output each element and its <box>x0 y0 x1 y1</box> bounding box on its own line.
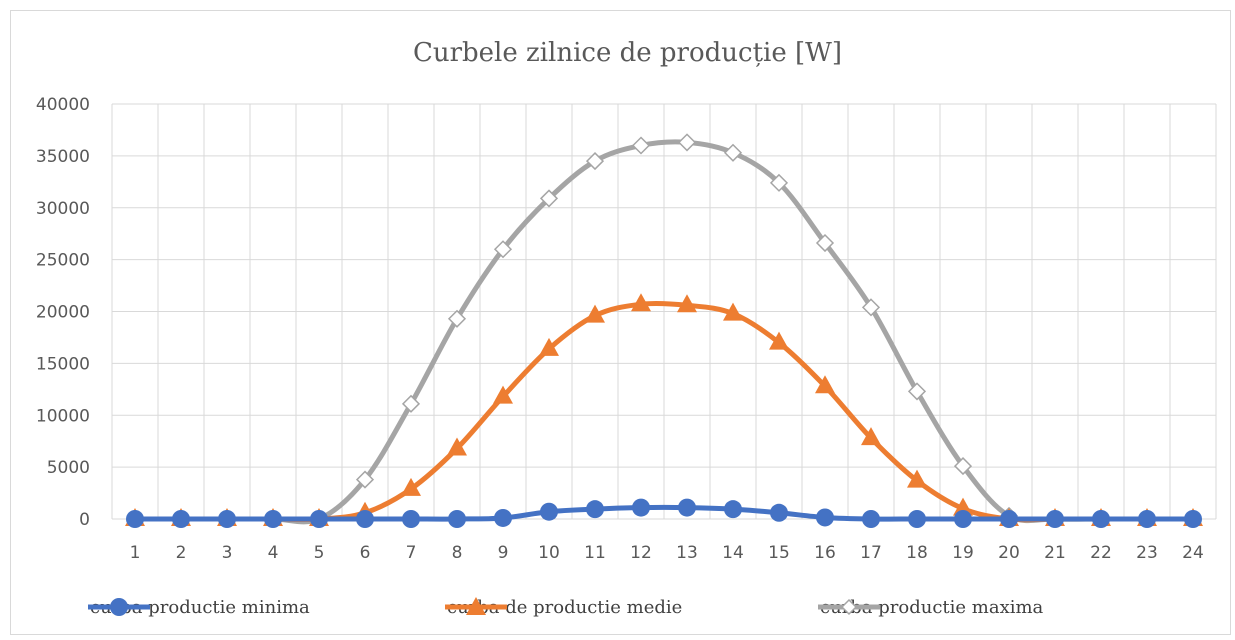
y-tick-label: 30000 <box>36 199 90 219</box>
data-point-medie <box>815 375 835 394</box>
data-point-maxima <box>447 309 467 328</box>
legend-label-minima: curba productie minima <box>90 596 310 618</box>
x-tick-label: 6 <box>360 543 371 563</box>
data-point-minima <box>1000 510 1018 528</box>
data-point-minima <box>586 500 604 519</box>
data-point-minima <box>494 508 512 527</box>
y-tick-label: 35000 <box>36 147 90 167</box>
x-tick-label: 12 <box>630 543 652 563</box>
chart-title: Curbele zilnice de producție [W] <box>412 38 843 68</box>
data-point-maxima <box>539 189 559 208</box>
data-point-maxima <box>815 233 835 253</box>
y-tick-label: 0 <box>79 510 90 530</box>
x-tick-label: 3 <box>222 543 233 563</box>
y-tick-label: 5000 <box>47 458 90 478</box>
x-tick-label: 8 <box>452 543 463 563</box>
data-point-medie <box>769 331 789 350</box>
x-tick-label: 7 <box>406 543 417 563</box>
data-point-medie <box>585 304 605 323</box>
x-tick-label: 4 <box>268 543 279 563</box>
data-point-minima <box>1046 510 1064 528</box>
data-point-minima <box>632 498 650 517</box>
x-tick-label: 22 <box>1090 543 1112 563</box>
y-tick-label: 40000 <box>36 95 90 115</box>
x-tick-label: 13 <box>676 543 698 563</box>
legend-item-maxima: curba productie maxima <box>816 592 1043 622</box>
data-point-medie <box>493 385 513 404</box>
legend-swatch-maxima <box>818 598 880 616</box>
data-point-minima <box>356 510 374 528</box>
x-tick-label: 24 <box>1182 543 1204 563</box>
x-tick-label: 17 <box>860 543 882 563</box>
data-point-medie <box>723 302 743 321</box>
y-tick-label: 25000 <box>36 251 90 271</box>
data-point-medie <box>907 469 927 488</box>
data-point-medie <box>677 294 697 313</box>
legend-label-maxima: curba productie maxima <box>820 596 1044 618</box>
data-point-minima <box>954 510 972 528</box>
chart-legend: curba productie minima curba de producti… <box>0 592 1235 622</box>
data-point-minima <box>218 510 236 528</box>
data-point-minima <box>172 510 190 528</box>
data-point-minima <box>862 510 880 528</box>
data-point-maxima <box>493 240 513 259</box>
data-point-maxima <box>953 457 973 476</box>
data-point-minima <box>724 500 742 519</box>
y-tick-label: 20000 <box>36 303 90 323</box>
legend-label-medie: curba de productie medie <box>447 596 683 618</box>
data-point-minima <box>310 510 328 528</box>
x-tick-label: 16 <box>814 543 836 563</box>
data-point-minima <box>402 510 420 528</box>
legend-swatch-minima <box>88 598 150 616</box>
x-tick-label: 21 <box>1044 543 1066 563</box>
x-tick-label: 2 <box>176 543 187 563</box>
data-point-medie <box>631 293 651 312</box>
x-tick-label: 9 <box>498 543 509 563</box>
data-point-minima <box>540 502 558 521</box>
x-tick-label: 1 <box>130 543 141 563</box>
x-tick-label: 15 <box>768 543 790 563</box>
x-tick-label: 5 <box>314 543 325 563</box>
x-tick-label: 14 <box>722 543 744 563</box>
data-point-maxima <box>355 470 375 489</box>
data-point-maxima <box>401 394 421 413</box>
x-tick-label: 23 <box>1136 543 1158 563</box>
data-point-medie <box>401 477 421 496</box>
data-point-minima <box>1092 510 1110 528</box>
chart-frame <box>10 10 1231 635</box>
data-point-maxima <box>631 136 651 155</box>
data-point-minima <box>448 510 466 528</box>
data-point-maxima <box>907 382 927 401</box>
x-tick-label: 10 <box>538 543 560 563</box>
chart-plot: 0 5000 10000 15000 20000 25000 30000 35000 40000… <box>36 95 1217 563</box>
legend-item-minima: curba productie minima <box>86 592 310 622</box>
data-point-maxima <box>861 298 881 317</box>
data-point-maxima <box>769 173 789 192</box>
y-tick-label: 10000 <box>36 406 90 426</box>
data-point-maxima <box>677 133 697 152</box>
x-tick-label: 11 <box>584 543 606 563</box>
data-point-maxima <box>585 152 605 171</box>
legend-swatch-medie <box>445 597 507 615</box>
legend-item-medie: curba de productie medie <box>443 592 682 622</box>
data-point-minima <box>908 510 926 528</box>
data-point-minima <box>1184 510 1202 528</box>
data-point-maxima <box>723 143 743 162</box>
data-point-minima <box>1138 510 1156 528</box>
data-point-medie <box>953 497 973 516</box>
data-point-minima <box>126 510 144 528</box>
data-point-medie <box>447 437 467 456</box>
data-point-medie <box>539 337 559 356</box>
x-tick-label: 19 <box>952 543 974 563</box>
data-point-minima <box>770 503 788 522</box>
y-tick-label: 15000 <box>36 354 90 374</box>
x-tick-label: 18 <box>906 543 928 563</box>
data-point-minima <box>816 508 834 527</box>
data-point-medie <box>861 427 881 446</box>
data-point-minima <box>264 510 282 528</box>
data-point-minima <box>678 498 696 517</box>
x-tick-label: 20 <box>998 543 1020 563</box>
